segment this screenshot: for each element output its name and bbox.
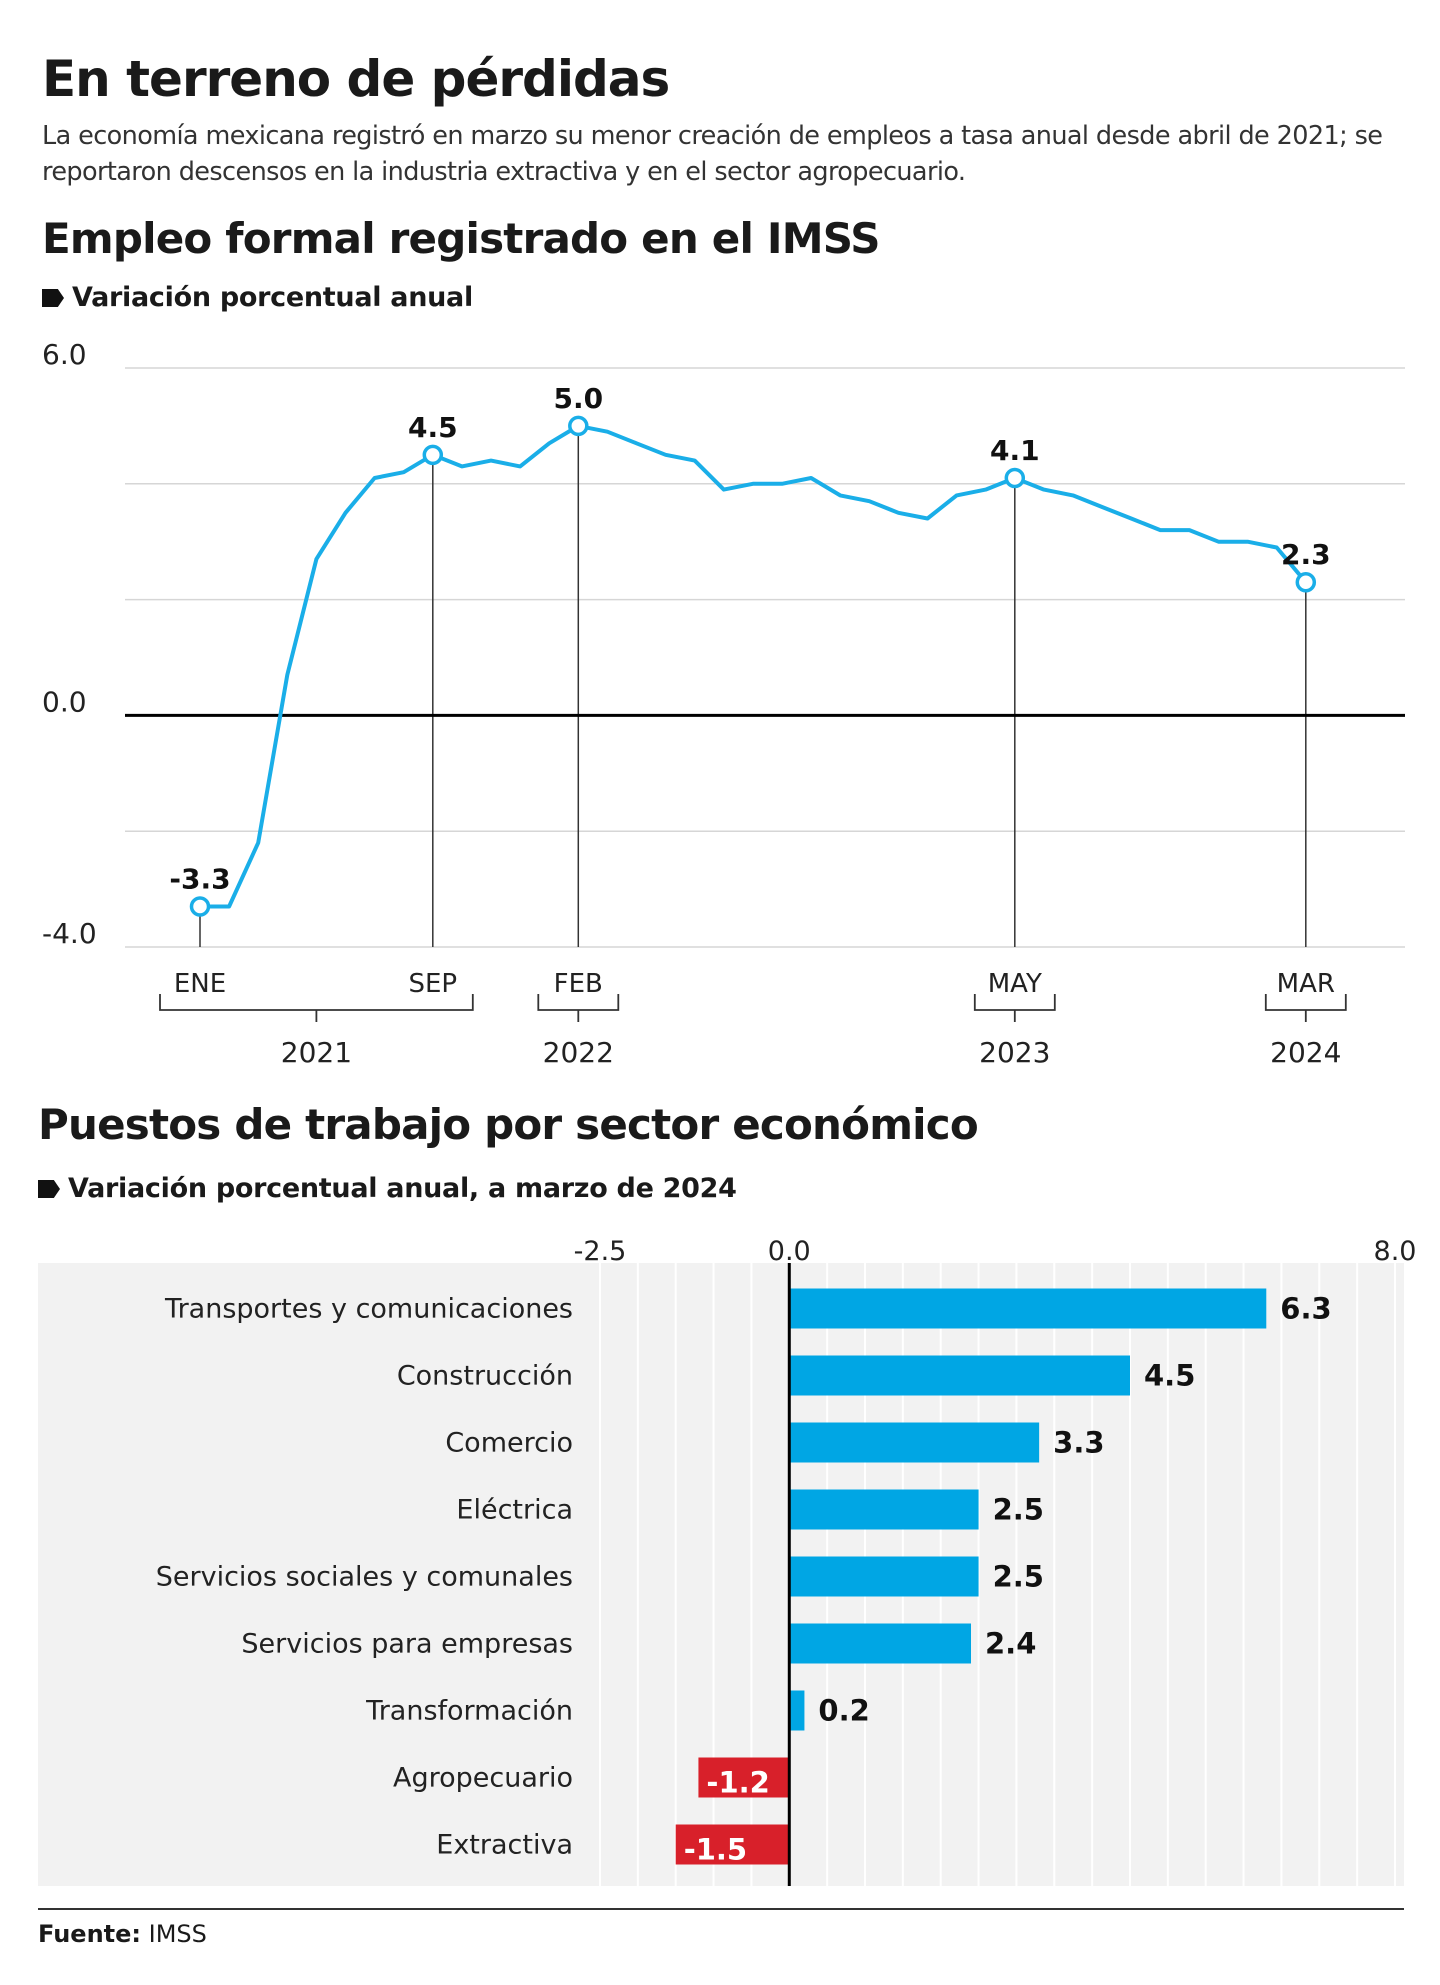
bar-chart-subtitle-text: Variación porcentual anual, a marzo de 2…	[68, 1173, 737, 1204]
source-note: Fuente: IMSS	[38, 1920, 207, 1948]
x-tick-label: -2.5	[574, 1236, 627, 1267]
x-tick-label: 8.0	[1374, 1236, 1417, 1267]
line-chart: 6.0 0.0 -4.0 -3.3 4.5 5.0 4.1 2.3 ENE SEP FEB MAY MA…	[42, 338, 1405, 1069]
data-label: 4.5	[408, 411, 458, 444]
category-label: Eléctrica	[456, 1495, 573, 1526]
value-label: 4.5	[1144, 1359, 1195, 1393]
bar	[789, 1288, 1267, 1329]
y-tick-label: -4.0	[42, 917, 97, 950]
month-tick-label: MAR	[1277, 969, 1335, 999]
category-label: Servicios para empresas	[241, 1629, 573, 1660]
value-label: 2.5	[993, 1493, 1044, 1527]
highlight-point	[1004, 467, 1026, 489]
month-tick-label: MAY	[988, 969, 1042, 999]
highlight-point	[1295, 571, 1317, 593]
y-tick-label: 6.0	[42, 338, 87, 371]
year-bracket	[973, 994, 1056, 1022]
value-label: 2.5	[993, 1560, 1044, 1594]
category-label: Agropecuario	[393, 1763, 573, 1794]
value-label: -1.5	[684, 1833, 747, 1867]
data-label: -3.3	[169, 862, 230, 895]
value-label: 0.2	[818, 1694, 869, 1728]
year-label: 2023	[979, 1036, 1050, 1069]
data-label: 4.1	[990, 434, 1040, 467]
bar	[789, 1690, 805, 1731]
value-label: 6.3	[1280, 1292, 1331, 1326]
bar	[789, 1556, 979, 1597]
highlight-point	[568, 415, 589, 437]
bar	[675, 1824, 790, 1865]
highlight-point	[422, 444, 444, 466]
year-label: 2024	[1270, 1036, 1341, 1069]
footer-rule	[38, 1908, 1404, 1910]
data-label: 2.3	[1281, 538, 1331, 571]
bar	[789, 1422, 1040, 1463]
source-label: Fuente:	[38, 1920, 141, 1948]
line-chart-subtitle-text: Variación porcentual anual	[72, 282, 473, 313]
category-label: Servicios sociales y comunales	[156, 1562, 573, 1593]
category-label: Transformación	[365, 1696, 573, 1727]
month-tick-label: SEP	[408, 969, 457, 999]
year-label: 2022	[543, 1036, 614, 1069]
intro-text: La economía mexicana registró en marzo s…	[42, 121, 1383, 187]
subtitle-marker-icon	[38, 1180, 60, 1198]
category-label: Extractiva	[436, 1830, 573, 1861]
bar-chart: -2.5 0.0 8.0 Transportes y comunicaciones 6.…	[38, 1236, 1417, 1886]
category-label: Transportes y comunicaciones	[164, 1294, 573, 1325]
year-bracket	[159, 994, 474, 1022]
page-title: En terreno de pérdidas	[42, 50, 670, 108]
bar-chart-subtitle: Variación porcentual anual, a marzo de 2…	[38, 1173, 737, 1204]
series-line	[200, 423, 1308, 909]
year-bracket	[537, 994, 620, 1022]
year-label: 2021	[281, 1036, 352, 1069]
line-chart-title: Empleo formal registrado en el IMSS	[42, 214, 881, 263]
month-tick-label: ENE	[174, 969, 226, 999]
source-value: IMSS	[148, 1920, 207, 1948]
bar	[789, 1489, 979, 1530]
value-label: 3.3	[1053, 1426, 1104, 1460]
value-label: -1.2	[706, 1766, 769, 1800]
value-label: 2.4	[985, 1627, 1036, 1661]
bar	[789, 1623, 971, 1664]
category-label: Comercio	[445, 1428, 573, 1459]
subtitle-marker-icon	[42, 289, 64, 307]
x-tick-label: 0.0	[768, 1236, 811, 1267]
bar	[789, 1355, 1130, 1396]
data-label: 5.0	[553, 382, 603, 415]
highlight-point	[189, 896, 211, 917]
line-chart-subtitle: Variación porcentual anual	[42, 282, 473, 313]
month-tick-label: FEB	[554, 969, 603, 999]
y-tick-label: 0.0	[42, 685, 87, 718]
bar-chart-title: Puestos de trabajo por sector económico	[38, 1100, 979, 1149]
category-label: Construcción	[397, 1361, 573, 1392]
bar	[698, 1757, 790, 1798]
year-bracket	[1264, 994, 1347, 1022]
